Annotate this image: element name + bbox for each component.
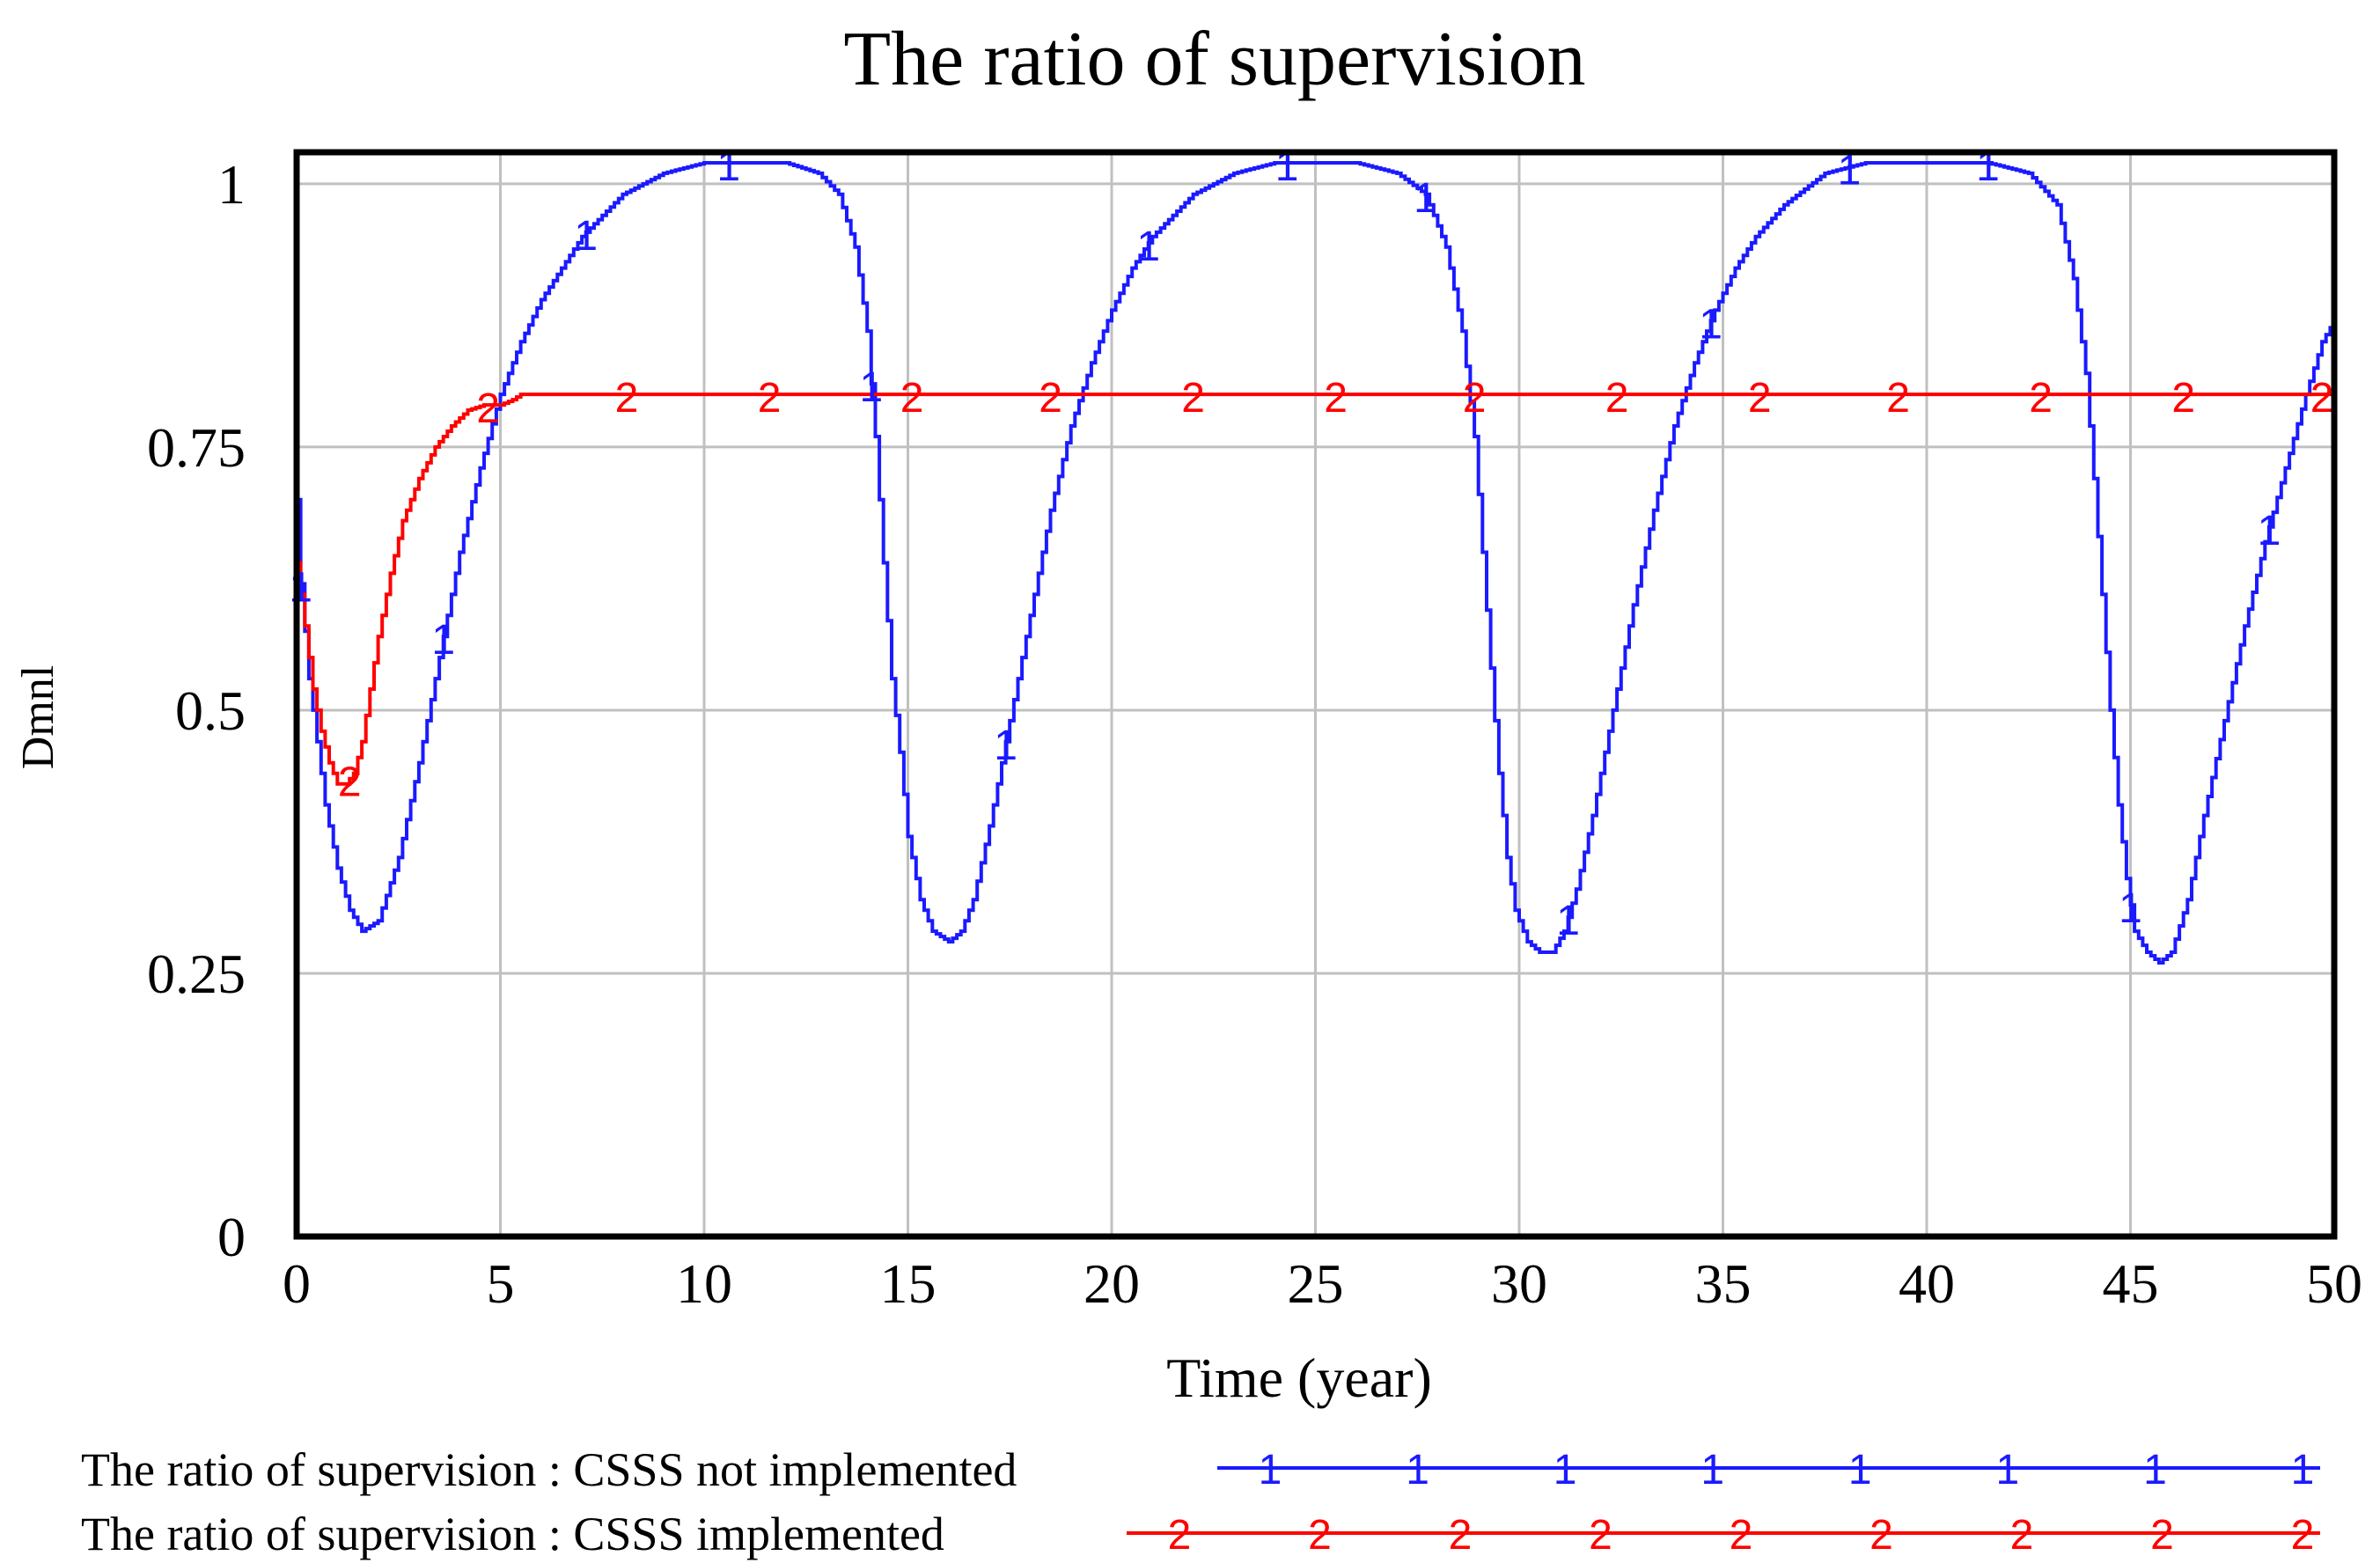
x-tick-label: 30: [1491, 1252, 1547, 1315]
series-2-marker: 2: [2029, 375, 2053, 422]
series-1-marker: 1: [289, 564, 312, 611]
series-2-marker: 2: [1324, 375, 1348, 422]
series-1-marker: 1: [994, 723, 1017, 769]
y-axis-ticks: 0 0.25 0.5 0.75 1: [147, 153, 246, 1268]
x-tick-label: 25: [1288, 1252, 1344, 1315]
series-1-marker: 1: [2258, 508, 2281, 554]
y-tick-label: 1: [217, 153, 246, 216]
series-1-marker: 1: [1838, 148, 1862, 194]
legend-marker-series-1: 1: [2143, 1447, 2167, 1493]
series-2-marker: 2: [476, 385, 500, 432]
legend-marker-series-2: 2: [1589, 1512, 1612, 1559]
legend: The ratio of supervision : CSSS not impl…: [81, 1443, 2320, 1560]
legend-marker-series-2: 2: [1449, 1512, 1473, 1559]
plot-area-frame: [293, 149, 2338, 1240]
series-2-marker: 2: [1181, 375, 1205, 422]
legend-markers: 1 1 1 1 1 1 1 12 2 2 2 2 2 2 2 2: [1168, 1447, 2315, 1559]
series-1-marker: 1: [574, 213, 598, 260]
y-tick-label: 0: [217, 1206, 246, 1268]
series-2-marker: 2: [1886, 375, 1910, 422]
series-2-marker: 2: [1605, 375, 1629, 422]
series-2-marker: 2: [758, 375, 782, 422]
series-2-marker: 2: [1748, 375, 1772, 422]
legend-marker-series-1: 1: [1701, 1447, 1724, 1493]
series-2-marker: 2: [2310, 375, 2334, 422]
series-1-marker: 1: [1556, 898, 1580, 944]
grid-lines: [297, 152, 2334, 1236]
legend-marker-series-2: 2: [1730, 1512, 1753, 1559]
series-1-marker: 1: [1699, 301, 1723, 348]
series-2-marker: 2: [338, 759, 362, 806]
series-2-marker: 2: [900, 375, 924, 422]
legend-label-series-2: The ratio of supervision : CSSS implemen…: [81, 1508, 944, 1560]
x-axis-label: Time (year): [1166, 1347, 1432, 1409]
legend-marker-series-2: 2: [1168, 1512, 1192, 1559]
legend-marker-series-2: 2: [1308, 1512, 1332, 1559]
x-tick-label: 50: [2306, 1252, 2362, 1315]
legend-marker-series-2: 2: [2010, 1512, 2034, 1559]
y-tick-label: 0.25: [147, 943, 246, 1005]
y-tick-label: 0.75: [147, 416, 246, 479]
series-1-marker: 1: [1414, 175, 1437, 222]
x-tick-label: 20: [1083, 1252, 1140, 1315]
legend-marker-series-2: 2: [2150, 1512, 2174, 1559]
series-line-2: [297, 393, 2334, 786]
legend-label-series-1: The ratio of supervision : CSSS not impl…: [81, 1443, 1017, 1496]
series-2-marker: 2: [615, 375, 639, 422]
legend-marker-series-1: 1: [1259, 1447, 1282, 1493]
legend-marker-series-1: 1: [1554, 1447, 1577, 1493]
y-axis-label: Dmnl: [13, 665, 63, 769]
series-2-marker: 2: [1039, 375, 1062, 422]
x-tick-label: 40: [1899, 1252, 1955, 1315]
legend-marker-series-2: 2: [1869, 1512, 1893, 1559]
x-tick-label: 5: [487, 1252, 515, 1315]
x-tick-label: 35: [1695, 1252, 1752, 1315]
chart-title: The ratio of supervision: [843, 17, 1585, 102]
legend-marker-series-1: 1: [1406, 1447, 1429, 1493]
legend-marker-series-2: 2: [2291, 1512, 2315, 1559]
series-lines: [297, 161, 2336, 965]
series-1-marker: 1: [859, 364, 883, 411]
series-2-marker: 2: [1463, 375, 1487, 422]
x-axis-ticks: 0 5 10 15 20 25 30 35 40 45 50: [283, 1252, 2362, 1315]
series-1-marker: 1: [431, 617, 455, 664]
series-2-marker: 2: [2171, 375, 2195, 422]
series-1-marker: 1: [2119, 885, 2142, 932]
y-tick-label: 0.5: [175, 679, 246, 742]
x-tick-label: 10: [676, 1252, 732, 1315]
series-1-marker: 1: [1136, 224, 1160, 270]
x-tick-label: 0: [283, 1252, 311, 1315]
x-tick-label: 15: [880, 1252, 937, 1315]
x-tick-label: 45: [2103, 1252, 2159, 1315]
legend-marker-series-1: 1: [1848, 1447, 1872, 1493]
legend-marker-series-1: 1: [2291, 1447, 2315, 1493]
series-line-1: [297, 161, 2336, 965]
legend-marker-series-1: 1: [1996, 1447, 2020, 1493]
